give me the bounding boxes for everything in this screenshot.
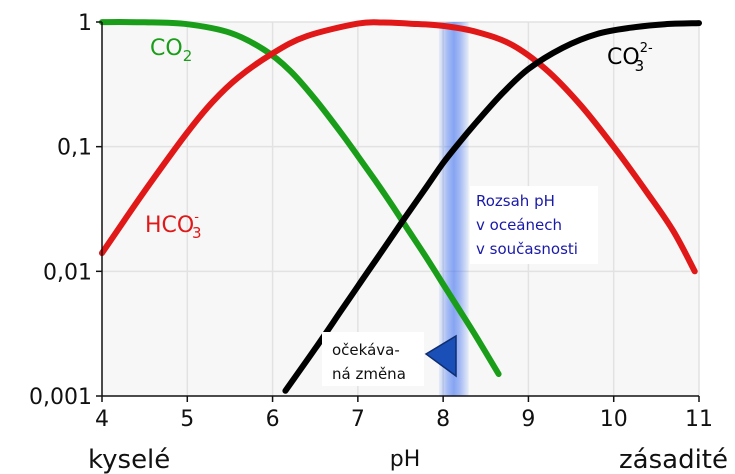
ocean-note-box (470, 186, 598, 264)
series-line-2 (99, 19, 698, 275)
x-tick-label: 6 (266, 407, 280, 432)
x-tick-label: 9 (521, 407, 535, 432)
y-tick-label: 0,01 (43, 260, 92, 285)
ocean-note-line-2: v oceánech (476, 216, 562, 234)
series-line-3 (282, 20, 702, 394)
series-line-1 (99, 19, 502, 377)
x-axis-label: pH (390, 447, 421, 472)
ocean-note-line-1: Rozsah pH (476, 192, 555, 210)
ocean-note-line-3: v současnosti (476, 240, 578, 258)
expected-change-line-2: ná změna (332, 365, 406, 383)
expected-change-line-1: očekáva- (332, 341, 400, 359)
x-axis-right-label: zásadité (619, 445, 728, 474)
co3-label: CO2-3 (607, 41, 653, 75)
x-tick-label: 11 (685, 407, 713, 432)
ocean-ph-range-band (438, 22, 469, 396)
y-tick-label: 1 (78, 11, 92, 36)
series-layer (99, 19, 702, 394)
hco3-label: HCO-3 (145, 210, 201, 242)
y-tick-label: 0,1 (57, 136, 92, 161)
expected-change-box (322, 332, 424, 386)
x-axis-left-label: kyselé (88, 445, 170, 474)
x-tick-label: 7 (351, 407, 365, 432)
expected-change-arrow-icon (424, 334, 457, 378)
x-tick-label: 8 (436, 407, 450, 432)
x-tick-label: 5 (180, 407, 194, 432)
x-tick-label: 4 (95, 407, 109, 432)
gridlines (102, 21, 700, 396)
y-tick-label: 0,001 (29, 385, 92, 410)
co2-label: CO2 (150, 36, 192, 65)
x-tick-label: 10 (600, 407, 628, 432)
